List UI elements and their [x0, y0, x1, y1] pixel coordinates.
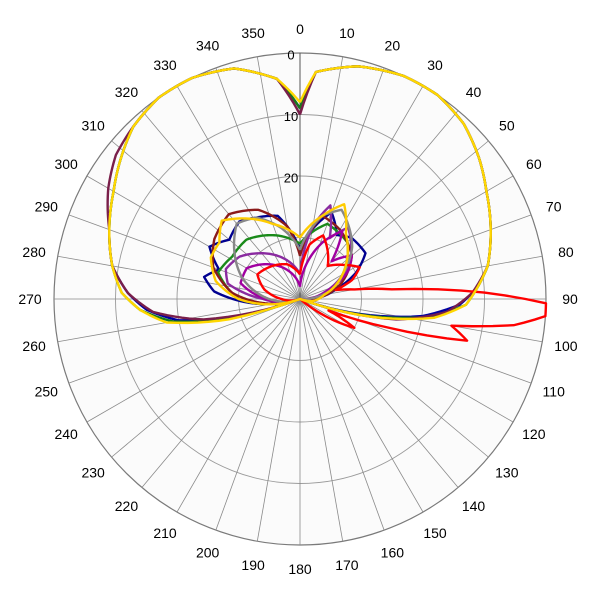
angle-tick-label: 170 — [335, 557, 359, 573]
axis-labels: 0 102030405060708090100110120130140150160… — [18, 21, 578, 577]
grid-spoke-170 — [299, 298, 344, 542]
grid-spoke-120 — [299, 298, 514, 423]
grid-spoke-220 — [141, 298, 301, 488]
angle-tick-label: 130 — [495, 465, 519, 481]
grid-spoke-60 — [299, 175, 514, 300]
grid-spoke-130 — [299, 298, 489, 458]
angle-tick-label: 280 — [22, 244, 46, 260]
series-group — [106, 65, 548, 342]
angle-tick-label: 290 — [35, 199, 59, 215]
angle-tick-label: 50 — [499, 117, 515, 133]
series-line-12 — [209, 203, 350, 306]
angle-tick-label: 220 — [115, 498, 139, 514]
angle-tick-label: 300 — [54, 156, 78, 172]
grid-spoke-100 — [299, 298, 543, 343]
grid-spoke-30 — [299, 85, 424, 300]
angle-tick-label: 120 — [522, 426, 546, 442]
angle-tick-label: 30 — [427, 57, 443, 73]
angle-tick-label: 100 — [554, 338, 578, 354]
angle-tick-label: 320 — [115, 84, 139, 100]
angle-tick-label: 160 — [381, 545, 405, 561]
grid-spoke-50 — [299, 140, 489, 300]
grid-spoke-160 — [299, 298, 385, 531]
grid-spoke-250 — [68, 298, 301, 384]
angle-tick-label: 240 — [54, 426, 78, 442]
angle-tick-label: 20 — [385, 37, 401, 53]
grid-spoke-190 — [256, 298, 301, 542]
angle-tick-label: 190 — [241, 557, 265, 573]
angle-tick-label: 70 — [546, 199, 562, 215]
angle-tick-label: 250 — [35, 383, 59, 399]
angle-tick-label: 0 — [296, 21, 304, 37]
angle-tick-label: 340 — [196, 37, 220, 53]
angle-tick-label: 110 — [543, 383, 566, 399]
grid-spoke-240 — [86, 298, 301, 423]
angle-tick-label: 210 — [153, 525, 177, 541]
angle-tick-label: 140 — [462, 498, 486, 514]
grid-spoke-200 — [215, 298, 301, 531]
grid-spoke-230 — [111, 298, 301, 458]
angle-tick-label: 200 — [196, 545, 220, 561]
angle-tick-label: 40 — [466, 84, 482, 100]
grid-spoke-20 — [299, 67, 385, 300]
grid-spoke-140 — [299, 298, 459, 488]
radial-tick-label: 10 — [284, 109, 298, 124]
angle-tick-label: 10 — [339, 25, 355, 41]
grid-spoke-310 — [111, 140, 301, 300]
grid-spoke-40 — [299, 110, 459, 300]
grid-spoke-10 — [299, 56, 344, 300]
angle-tick-label: 330 — [153, 57, 177, 73]
angle-tick-label: 60 — [526, 156, 542, 172]
grid-spoke-320 — [141, 110, 301, 300]
grid-spoke-300 — [86, 175, 301, 300]
radial-tick-label: 20 — [284, 171, 298, 186]
angle-tick-label: 350 — [241, 25, 265, 41]
series-line-10 — [256, 234, 548, 342]
angle-tick-label: 230 — [81, 465, 105, 481]
angle-tick-label: 80 — [558, 244, 574, 260]
grid-spoke-80 — [299, 255, 543, 300]
angle-tick-label: 180 — [288, 561, 312, 577]
grid-spoke-350 — [256, 56, 301, 300]
grid-spoke-280 — [57, 255, 301, 300]
radial-tick-label: 0 — [287, 48, 294, 63]
angle-tick-label: 90 — [562, 291, 578, 307]
grid-spoke-210 — [176, 298, 301, 513]
angle-tick-label: 260 — [22, 338, 46, 354]
angle-tick-label: 310 — [81, 117, 105, 133]
angle-tick-label: 150 — [423, 525, 447, 541]
grid-spoke-150 — [299, 298, 424, 513]
angle-tick-label: 270 — [18, 291, 42, 307]
